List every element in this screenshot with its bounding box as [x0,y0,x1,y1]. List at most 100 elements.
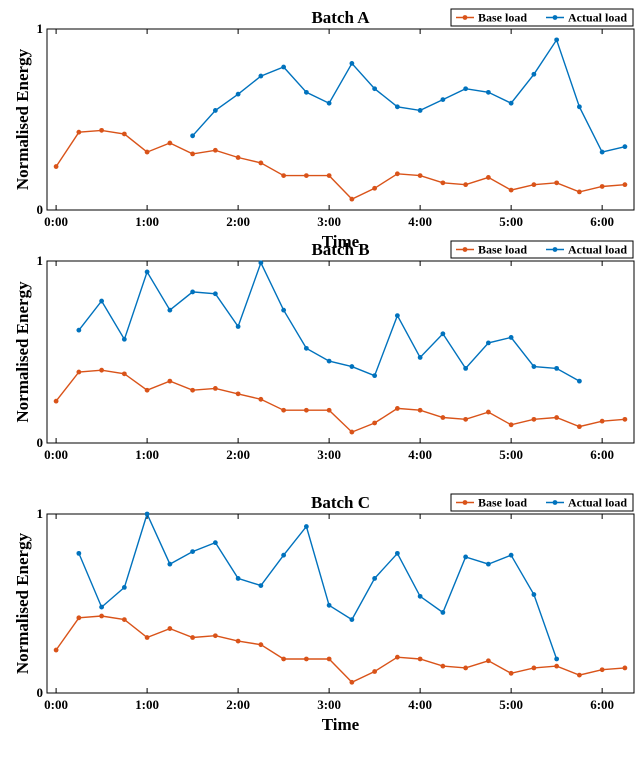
legend-label: Base load [478,243,527,257]
data-point [144,511,150,517]
data-point [76,615,82,621]
data-point [258,260,264,266]
data-point [576,424,582,430]
x-tick-label: 6:00 [590,447,614,462]
data-point [212,386,218,391]
x-tick-label: 6:00 [590,697,614,712]
data-point [417,173,423,179]
data-point [508,100,514,106]
x-tick-label: 0:00 [44,697,68,712]
x-tick-label: 4:00 [408,447,432,462]
data-point [622,182,628,188]
x-tick-label: 1:00 [135,214,159,229]
data-point [349,679,355,685]
data-point [258,583,264,588]
data-point [53,398,59,404]
series-base-load [53,367,628,435]
legend: Base load Actual load [450,493,634,512]
data-point [463,86,469,92]
data-point [167,307,173,313]
data-point [76,129,82,135]
legend-label: Actual load [568,11,627,25]
data-point [417,656,423,662]
data-point [372,576,378,581]
legend-label: Actual load [568,496,627,510]
data-point [394,550,400,556]
data-point [53,647,59,653]
data-point [212,633,218,639]
data-point [554,180,560,186]
data-point [576,189,582,195]
data-point [485,409,491,415]
data-point [235,391,241,397]
data-point [417,355,423,360]
chart-title: Batch A [311,8,370,27]
x-tick-label: 0:00 [44,447,68,462]
data-point [281,407,287,413]
data-point [463,665,469,671]
data-point [190,289,196,295]
data-point [190,151,196,157]
data-point [485,658,491,664]
data-point [485,340,491,346]
data-point [394,406,400,411]
y-axis-label: Normalised Energy [13,281,32,423]
series-line [55,615,625,684]
data-point [212,291,218,297]
legend-label: Base load [478,11,527,25]
data-point [349,617,355,623]
plot-area-frame [46,513,635,694]
data-point [599,184,605,189]
data-point [167,561,173,567]
data-point [99,367,105,373]
x-tick-label: 4:00 [408,697,432,712]
x-axis-label: Time [322,232,360,251]
data-point [76,550,82,556]
x-axis-label: Time [322,715,360,734]
data-point [440,331,446,337]
data-point [303,656,309,662]
data-point [235,638,241,644]
y-tick-label: 0 [37,685,44,700]
y-axis-label: Normalised Energy [13,532,32,674]
x-tick-label: 1:00 [135,447,159,462]
data-point [349,364,355,369]
data-point [167,140,173,146]
x-tick-label: 2:00 [226,447,250,462]
data-point [144,269,150,275]
legend-box [450,8,634,27]
data-point [394,104,400,110]
data-point [485,175,491,180]
data-point [258,160,264,166]
data-point [622,416,628,422]
data-point [485,89,491,95]
data-point [326,656,332,662]
data-point [554,415,560,420]
data-point [372,185,378,191]
legend-marker [552,247,558,252]
data-point [508,670,514,676]
y-axis-label: Normalised Energy [13,48,32,190]
data-point [144,387,150,393]
series-actual-load [190,37,628,155]
data-point [531,592,537,597]
data-point [349,60,355,66]
x-tick-label: 3:00 [317,697,341,712]
data-point [121,131,127,137]
legend-box [450,240,634,259]
data-point [554,656,560,662]
data-point [326,100,332,106]
data-point [235,576,241,581]
data-point [576,672,582,678]
chart-title: Batch C [311,493,370,512]
data-point [190,387,196,393]
data-point [531,665,537,671]
x-tick-label: 1:00 [135,697,159,712]
data-point [121,617,127,623]
data-point [508,552,514,558]
chart-panel-2: Batch B 0:00 1:00 2:00 3:00 4:00 5:00 6:00 0 1 Nor… [13,240,635,462]
x-tick-label: 2:00 [226,214,250,229]
data-point [303,89,309,95]
data-point [372,86,378,92]
data-point [144,149,150,155]
